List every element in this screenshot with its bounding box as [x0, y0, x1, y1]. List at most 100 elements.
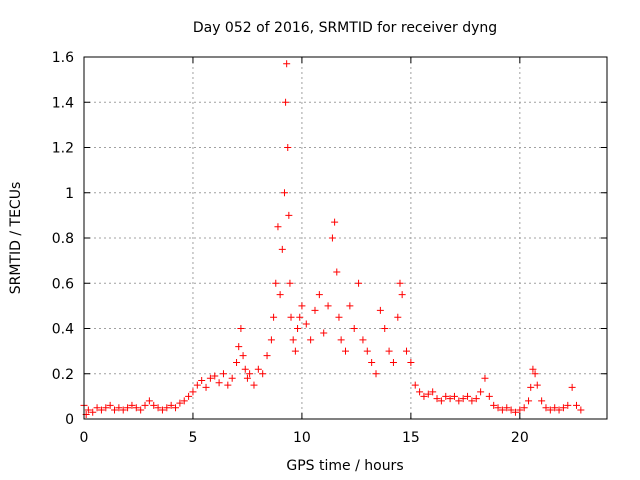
data-point: [111, 406, 119, 414]
data-point: [568, 383, 576, 391]
data-point: [507, 406, 515, 414]
data-point: [282, 98, 290, 106]
data-point: [286, 279, 294, 287]
data-point: [298, 302, 306, 310]
data-point: [180, 397, 188, 405]
data-point: [363, 347, 371, 355]
data-point: [542, 404, 550, 412]
data-point: [198, 377, 206, 385]
x-axis-label: GPS time / hours: [286, 458, 403, 474]
data-point: [141, 401, 149, 409]
data-point: [564, 401, 572, 409]
y-tick-label: 0.8: [52, 231, 74, 247]
data-point: [472, 395, 480, 403]
data-point: [337, 336, 345, 344]
data-point: [272, 279, 280, 287]
data-point: [320, 329, 328, 337]
data-point: [84, 406, 92, 414]
data-point: [396, 279, 404, 287]
x-tick-labels: 0 5 10 15 20: [80, 430, 529, 446]
data-point: [389, 358, 397, 366]
data-point: [224, 381, 232, 389]
data-point: [368, 358, 376, 366]
data-point: [531, 370, 539, 378]
x-tick-label: 5: [188, 430, 197, 446]
data-point: [529, 365, 537, 373]
data-point: [276, 291, 284, 299]
data-point: [442, 392, 450, 400]
data-point: [93, 404, 101, 412]
data-point: [237, 325, 245, 332]
data-point: [433, 395, 441, 403]
data-point: [403, 347, 411, 355]
data-point: [124, 404, 132, 412]
data-point: [296, 313, 304, 321]
x-tick-label: 20: [511, 430, 529, 446]
data-point: [228, 374, 236, 382]
y-tick-label: 0.4: [52, 322, 74, 338]
data-point: [233, 358, 241, 366]
data-point: [490, 401, 498, 409]
data-point: [315, 291, 323, 299]
data-point: [359, 336, 367, 344]
data-point: [302, 320, 310, 328]
y-tick-label: 1: [65, 186, 74, 202]
data-point: [577, 406, 585, 414]
data-point: [381, 325, 389, 332]
data-point: [163, 404, 171, 412]
data-point: [219, 370, 227, 378]
data-point: [527, 383, 535, 391]
y-tick-label: 0.6: [52, 276, 74, 292]
data-point: [335, 313, 343, 321]
data-point: [346, 302, 354, 310]
data-point: [291, 347, 299, 355]
data-point: [494, 404, 502, 412]
data-point: [287, 313, 295, 321]
data-point: [176, 399, 184, 407]
y-tick-label: 1.6: [52, 50, 74, 66]
data-point: [145, 397, 153, 405]
data-point: [420, 392, 428, 400]
data-point: [385, 347, 393, 355]
data-point: [102, 404, 110, 412]
data-point: [498, 406, 506, 414]
data-point: [394, 313, 402, 321]
data-point: [259, 370, 267, 378]
data-point: [150, 401, 158, 409]
data-point: [503, 404, 511, 412]
data-point: [572, 401, 580, 409]
data-point: [468, 397, 476, 405]
data-point: [284, 144, 292, 151]
data-point: [342, 347, 349, 355]
data-point: [446, 395, 454, 403]
data-point: [516, 406, 524, 414]
data-point: [520, 404, 528, 412]
y-tick-labels: 0 0.2 0.4 0.6 0.8 1 1.2 1.4 1.6: [52, 50, 74, 428]
data-point: [294, 325, 302, 332]
data-point: [455, 397, 463, 405]
data-point: [376, 306, 384, 314]
data-point: [437, 397, 445, 405]
y-tick-label: 1.4: [52, 95, 74, 111]
data-point: [128, 401, 136, 409]
data-point: [333, 268, 341, 276]
data-point: [372, 370, 380, 378]
data-point: [283, 60, 291, 68]
data-point: [250, 381, 258, 389]
data-point: [511, 408, 519, 416]
data-point: [274, 223, 282, 231]
data-point: [246, 370, 254, 378]
data-point: [137, 406, 145, 414]
data-point: [132, 404, 140, 412]
data-point: [328, 234, 336, 242]
data-point: [555, 406, 563, 414]
data-point: [485, 392, 493, 400]
y-tick-label: 1.2: [52, 141, 74, 157]
data-point: [280, 189, 288, 197]
data-point: [331, 218, 339, 226]
y-tick-label: 0.2: [52, 367, 74, 383]
data-point: [106, 401, 114, 409]
data-point: [115, 404, 123, 412]
data-point: [450, 392, 458, 400]
